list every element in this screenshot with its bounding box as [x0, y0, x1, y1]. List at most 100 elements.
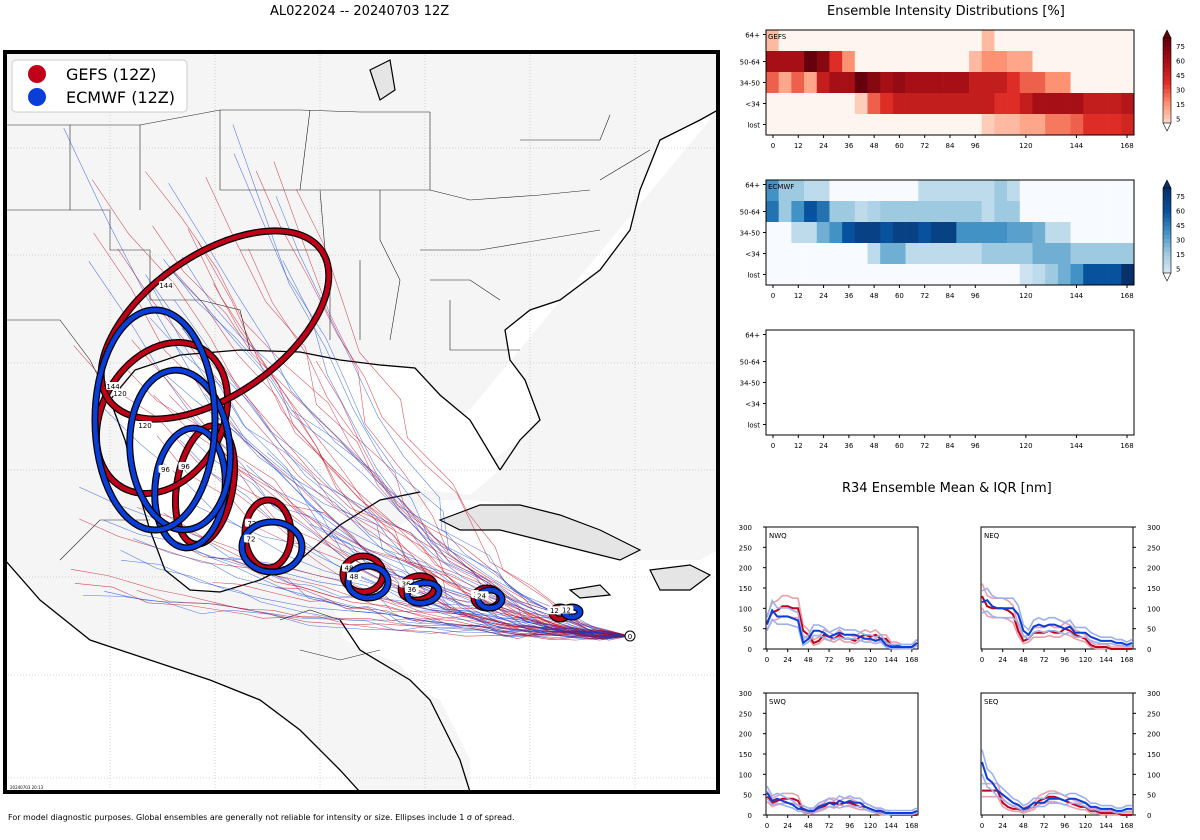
- colorbar-segment: [1163, 89, 1171, 94]
- r34-ytick-label: 300: [1147, 690, 1160, 698]
- heatmap-cell: [1007, 201, 1021, 223]
- heatmap-cell: [1108, 51, 1122, 73]
- colorbar-segment: [1163, 114, 1171, 120]
- heatmap-ytick-label: 34-50: [740, 380, 760, 388]
- heatmap-ytick-label: 50-64: [740, 209, 761, 217]
- intensity-title: Ensemble Intensity Distributions [%]: [827, 4, 1065, 19]
- heatmap-cell: [981, 114, 995, 136]
- r34-ytick-label: 0: [1147, 812, 1151, 820]
- heatmap-xtick-label: 0: [771, 142, 775, 150]
- map-area: 122436487296120144122436487296120144 0: [5, 52, 718, 792]
- heatmap-cell: [804, 93, 818, 115]
- r34-quadrant-label: NEQ: [984, 532, 1000, 540]
- heatmap-cell: [1045, 51, 1059, 73]
- ensemble-tracks: [63, 124, 631, 641]
- heatmap-xtick-label: 84: [946, 292, 955, 300]
- heatmap-cell: [829, 30, 843, 52]
- colorbar-segment: [1163, 243, 1171, 248]
- r34-panel-frame: [765, 526, 919, 650]
- heatmap-xtick-label: 120: [1019, 442, 1032, 450]
- r34-xtick-label: 144: [1099, 822, 1113, 830]
- r34-xtick-label: 48: [804, 822, 813, 830]
- heatmap-cell: [1019, 93, 1033, 115]
- heatmap-cell: [829, 222, 843, 244]
- heatmap-xtick-label: 0: [771, 442, 775, 450]
- colorbar-frame: [1162, 37, 1172, 124]
- heatmap-cell: [969, 201, 983, 223]
- ecmwf-ellipse: [345, 563, 391, 601]
- heatmap-cell: [1121, 222, 1135, 244]
- heatmap-cell: [1019, 243, 1033, 265]
- r34-xtick-label: 168: [905, 656, 918, 664]
- r34-iqr-lower-line: [981, 773, 1132, 814]
- heatmap-cell: [918, 72, 932, 94]
- r34-xtick-label: 24: [783, 656, 792, 664]
- colorbar-segment: [1163, 67, 1171, 73]
- heatmap-cell: [1007, 93, 1021, 115]
- colorbar-tick-label: 30: [1176, 87, 1185, 95]
- heatmap-xtick-label: 60: [895, 142, 904, 150]
- heatmap-cell: [867, 30, 881, 52]
- heatmap-cell: [880, 243, 894, 265]
- heatmap-cell: [791, 201, 805, 223]
- heatmap-cell: [1019, 72, 1033, 94]
- r34-iqr-lower-line: [766, 617, 918, 650]
- heatmap-cell: [905, 93, 919, 115]
- heatmap-cell: [854, 72, 868, 94]
- colorbar-segment: [1163, 222, 1171, 227]
- heatmap-cell: [892, 180, 906, 202]
- heatmap-cell: [778, 264, 792, 286]
- colorbar-segment: [1163, 264, 1171, 270]
- heatmap-cell: [892, 93, 906, 115]
- r34-ytick-label: 0: [748, 812, 752, 820]
- r34-panel-frame: [765, 692, 919, 816]
- r34-ytick-label: 250: [739, 710, 752, 718]
- heatmap-cell: [766, 201, 779, 223]
- heatmap-xtick-label: 96: [971, 442, 980, 450]
- colorbar-segment: [1163, 42, 1171, 47]
- heatmap-cell: [854, 222, 868, 244]
- heatmap-cell: [1095, 264, 1109, 286]
- heatmap-cell: [816, 201, 830, 223]
- r34-ytick-label: 50: [1147, 626, 1156, 634]
- colorbar-tick-label: 5: [1176, 116, 1180, 124]
- gefs-track: [315, 360, 631, 637]
- ecmwf-track: [232, 124, 631, 637]
- heatmap-cell: [791, 51, 805, 73]
- r34-xtick-label: 120: [864, 822, 877, 830]
- colorbar-tick-label: 15: [1176, 251, 1185, 259]
- heatmap-cell: [867, 243, 881, 265]
- heatmap-cell: [1083, 201, 1097, 223]
- ecmwf-ellipse-label-bg: [474, 591, 489, 600]
- heatmap-cell: [1108, 93, 1122, 115]
- heatmap-cell: [1057, 222, 1071, 244]
- heatmap-ytick-label: <34: [745, 101, 760, 109]
- ecmwf-ellipse-label: 120: [138, 422, 151, 430]
- gefs-ellipse-label-bg: [113, 389, 127, 397]
- heatmap-cell: [1057, 30, 1071, 52]
- heatmap-cell: [766, 264, 779, 286]
- heatmap-cell: [816, 264, 830, 286]
- heatmap-cell: [1057, 93, 1071, 115]
- heatmap-cell: [1032, 243, 1046, 265]
- heatmap-cell: [892, 51, 906, 73]
- heatmap-cell: [1019, 264, 1033, 286]
- ecmwf-ellipse: [127, 367, 233, 533]
- heatmap-cell: [766, 222, 779, 244]
- heatmap-cell: [956, 51, 970, 73]
- heatmap-cell: [829, 264, 843, 286]
- heatmap-cell: [994, 51, 1008, 73]
- heatmap-cell: [842, 264, 856, 286]
- r34-xtick-label: 96: [1060, 822, 1069, 830]
- ecmwf-ellipse-label-bg: [404, 585, 419, 593]
- heatmap-cell: [969, 30, 983, 52]
- heatmap-cell: [1108, 264, 1122, 286]
- heatmap-cell: [956, 114, 970, 136]
- r34-xtick-label: 96: [1060, 656, 1069, 664]
- heatmap-cell: [981, 201, 995, 223]
- r34-xtick-label: 48: [804, 656, 813, 664]
- heatmap-cell: [1045, 30, 1059, 52]
- heatmap-cell: [1019, 222, 1033, 244]
- heatmap-cell: [816, 30, 830, 52]
- heatmap-cell: [766, 114, 779, 136]
